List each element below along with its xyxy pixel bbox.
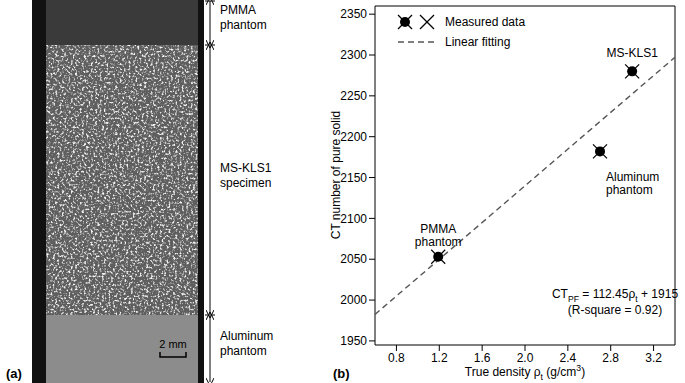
svg-text:Measured data: Measured data xyxy=(445,15,525,29)
svg-text:Linear fitting: Linear fitting xyxy=(445,35,510,49)
svg-text:2 mm: 2 mm xyxy=(159,338,187,350)
svg-text:1.2: 1.2 xyxy=(431,351,448,365)
svg-text:phantom: phantom xyxy=(220,18,267,32)
svg-text:CT number of pure solid: CT number of pure solid xyxy=(329,111,343,240)
svg-text:phantom: phantom xyxy=(220,344,267,358)
svg-text:(a): (a) xyxy=(6,366,22,381)
svg-text:2.8: 2.8 xyxy=(602,351,619,365)
svg-text:1.6: 1.6 xyxy=(474,351,491,365)
svg-text:2200: 2200 xyxy=(340,130,367,144)
svg-text:phantom: phantom xyxy=(606,183,653,197)
svg-text:Aluminum: Aluminum xyxy=(220,329,273,343)
svg-text:2.4: 2.4 xyxy=(560,351,577,365)
svg-text:2050: 2050 xyxy=(340,252,367,266)
svg-text:0.8: 0.8 xyxy=(388,351,405,365)
svg-text:MS-KLS1: MS-KLS1 xyxy=(220,161,272,175)
svg-text:2250: 2250 xyxy=(340,89,367,103)
svg-text:True density ρt (g/cm3): True density ρt (g/cm3) xyxy=(465,363,585,382)
svg-text:3.2: 3.2 xyxy=(645,351,662,365)
svg-text:CTPF = 112.45ρt + 1915: CTPF = 112.45ρt + 1915 xyxy=(552,287,678,304)
svg-text:2300: 2300 xyxy=(340,48,367,62)
svg-text:2150: 2150 xyxy=(340,171,367,185)
svg-text:(R-square = 0.92): (R-square = 0.92) xyxy=(568,303,662,317)
svg-text:(b): (b) xyxy=(333,366,350,381)
svg-text:specimen: specimen xyxy=(220,176,271,190)
svg-text:2.0: 2.0 xyxy=(517,351,534,365)
svg-text:PMMA: PMMA xyxy=(220,3,256,17)
svg-text:1950: 1950 xyxy=(340,334,367,348)
svg-text:2350: 2350 xyxy=(340,7,367,21)
svg-text:phantom: phantom xyxy=(415,235,462,249)
svg-text:PMMA: PMMA xyxy=(420,222,456,236)
svg-text:Aluminum: Aluminum xyxy=(606,170,659,184)
svg-text:2100: 2100 xyxy=(340,212,367,226)
svg-text:MS-KLS1: MS-KLS1 xyxy=(606,46,658,60)
svg-text:2000: 2000 xyxy=(340,293,367,307)
